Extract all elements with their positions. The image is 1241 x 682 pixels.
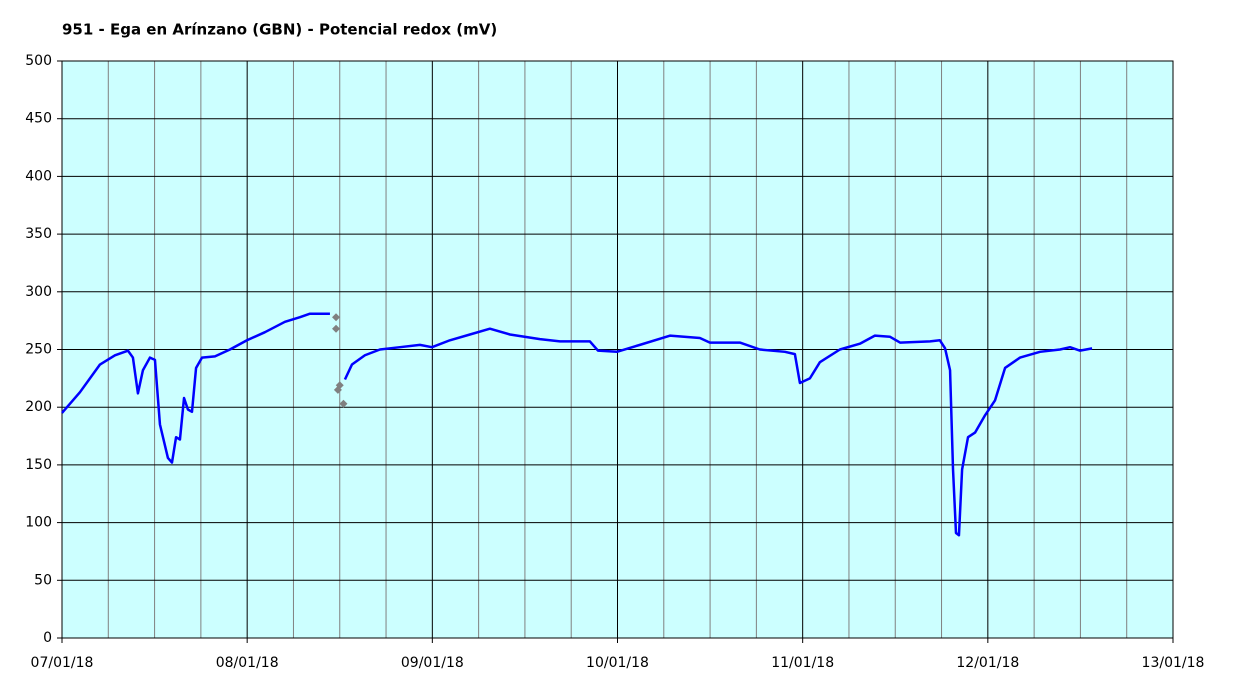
y-tick-label: 200 (25, 399, 52, 415)
plot-border (61, 60, 1174, 639)
x-tick-label: 07/01/18 (31, 655, 94, 671)
y-tick-label: 350 (25, 226, 52, 242)
y-tick-label: 400 (25, 168, 52, 184)
y-tick-label: 500 (25, 53, 52, 69)
x-tick-label: 11/01/18 (771, 655, 834, 671)
x-tick-label: 10/01/18 (586, 655, 649, 671)
y-tick-label: 300 (25, 284, 52, 300)
series-line (61, 312, 1093, 537)
x-tick-label: 09/01/18 (401, 655, 464, 671)
x-tick-label: 13/01/18 (1142, 655, 1205, 671)
data-point (332, 324, 341, 333)
y-tick-label: 50 (34, 572, 52, 588)
y-tick-label: 150 (25, 457, 52, 473)
y-tick-label: 250 (25, 342, 52, 358)
data-point (339, 399, 348, 408)
chart-title: 951 - Ega en Arínzano (GBN) - Potencial … (62, 21, 497, 39)
y-tick-label: 450 (25, 111, 52, 127)
data-point (332, 313, 341, 322)
x-tick-label: 12/01/18 (956, 655, 1019, 671)
x-tick-label: 08/01/18 (216, 655, 279, 671)
y-tick-label: 100 (25, 515, 52, 531)
data-point (335, 381, 344, 390)
y-tick-label: 0 (43, 630, 52, 646)
